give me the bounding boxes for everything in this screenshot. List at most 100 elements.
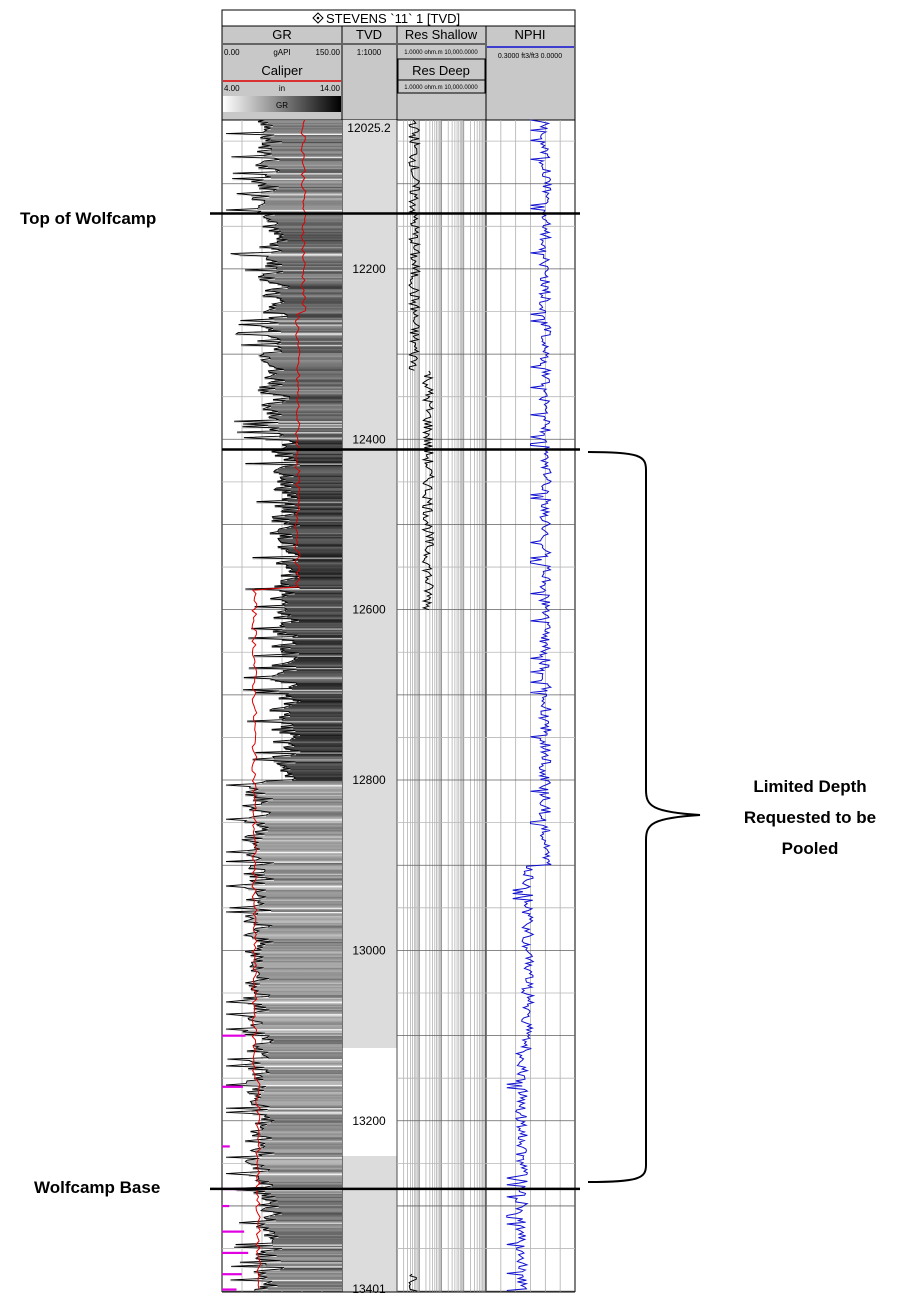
gr-shading-band [272,1281,342,1284]
gr-shading-band [251,936,342,939]
gr-shading-band [267,335,342,338]
gr-shading-band [291,526,342,528]
gr-shading-band [275,418,342,421]
magenta-marker-spike [222,1085,243,1088]
gr-shading-band [269,309,342,312]
gr-shading-band [263,1090,342,1093]
gr-shading-band [293,475,342,478]
gr-shading-band [279,528,342,531]
gr-shading-band [252,197,342,200]
gr-shading-band [249,787,342,790]
gr-shading-band [271,646,342,648]
gr-shading-band [271,154,342,156]
gr-shading-band [284,718,342,721]
gr-shading-band [263,1209,342,1211]
gr-shading-band [253,965,342,967]
gr-shading-band [266,1273,342,1275]
gr-shading-band [254,1020,342,1023]
gr-shading-band [273,1211,342,1214]
gr-shading-band [259,980,342,982]
gr-shading-band [268,827,342,830]
gr-shading-band [266,174,342,177]
gr-shading-band [280,347,342,350]
gr-shading-band [298,554,342,557]
gr-shading-band [291,614,342,617]
gr-shading-band [284,485,342,488]
gr-shading-band [259,1286,342,1289]
gr-shading-band [265,1263,342,1266]
gr-shading-band [280,726,342,729]
gr-shading-band [259,1154,342,1157]
gr-shading-band [226,911,342,914]
gr-shading-band [264,1234,342,1237]
gr-shading-band [272,1243,342,1245]
gr-shading-band [257,1099,342,1102]
gr-shading-band [274,278,342,280]
gr-shading-band [265,1252,342,1255]
gr-shading-band [266,263,342,265]
gr-shading-band [273,760,342,763]
gr-shading-band [270,219,342,222]
tvd-top-depth-label: 12025.2 [347,121,391,135]
gr-shading-band [248,835,342,838]
gr-shading-band [279,159,342,162]
header-title-bar [221,9,576,27]
gr-shading-band [249,809,342,812]
gr-shading-band [255,860,342,862]
gr-shading-band [263,956,342,959]
gr-shading-band [294,592,342,595]
gr-shading-band [280,231,342,234]
gr-shading-band [250,955,342,958]
gr-shading-band [299,508,342,511]
gr-shading-band [256,977,342,980]
gr-shading-band [250,1150,342,1153]
gr-shading-band [271,729,342,732]
gr-shading-band [280,644,342,647]
gr-shading-band [277,763,342,766]
gr-shading-band [291,738,342,741]
gr-shading-band [282,492,342,494]
gr-shading-band [256,1226,342,1229]
gr-shading-band [270,149,342,152]
gr-shading-band [283,672,342,674]
gr-shading-band [264,129,342,132]
gr-shading-band [280,477,342,479]
res-deep-name: Res Deep [412,63,470,78]
gr-shading-band [271,381,342,384]
gr-shading-band [280,575,342,578]
gr-shading-band [255,853,342,856]
gr-shading-band [274,169,342,171]
gr-shading-band [279,590,342,592]
gr-shading-band [252,1168,342,1170]
gr-shading-band [280,648,342,651]
gr-shading-band [278,323,342,325]
gr-shading-band [277,430,342,433]
gr-shading-band [269,1230,342,1233]
gr-shading-band [278,422,342,425]
gr-shading-band [274,586,342,588]
gr-shading-band [266,413,342,415]
gr-shading-band [247,850,342,853]
nphi-curve [506,119,553,1291]
gr-shading-band [242,1000,342,1003]
gr-shading-band [287,500,342,503]
gr-shading-band [236,333,342,336]
gr-shading-band [226,1108,342,1110]
gr-shading-band [294,504,342,507]
gr-shading-band [254,1016,342,1019]
gr-shading-band [269,978,342,981]
tvd-depth-tick-label: 12400 [352,432,386,446]
gr-shading-band [226,1014,342,1016]
gr-shading-band [296,462,342,464]
gr-shading-band [259,1204,342,1207]
magenta-marker-spike [222,1288,237,1291]
gr-shading-band [292,685,342,688]
gr-shading-band [258,930,342,933]
gr-shading-band [258,789,342,791]
gr-shading-band [227,1059,342,1061]
gr-shading-band [252,800,342,802]
tvd-scale: 1:1000 [357,48,382,57]
gr-shading-band [272,631,342,633]
gr-shading-band [283,767,342,770]
gr-shading-band [279,436,342,438]
